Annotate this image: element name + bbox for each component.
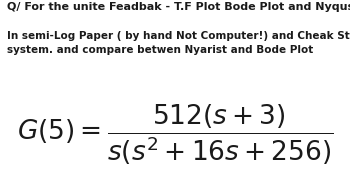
Text: In semi-Log Paper ( by hand Not Computer!) and Cheak Stabity of the
system. and : In semi-Log Paper ( by hand Not Computer… [7, 31, 350, 55]
Text: $\mathit{G}(5) = \dfrac{512(s+3)}{s(s^{2}+16s+256)}$: $\mathit{G}(5) = \dfrac{512(s+3)}{s(s^{2… [17, 102, 333, 167]
Text: Q/ For the unite Feadbak - T.F Plot Bode Plot and Nyqust: Q/ For the unite Feadbak - T.F Plot Bode… [7, 2, 350, 12]
